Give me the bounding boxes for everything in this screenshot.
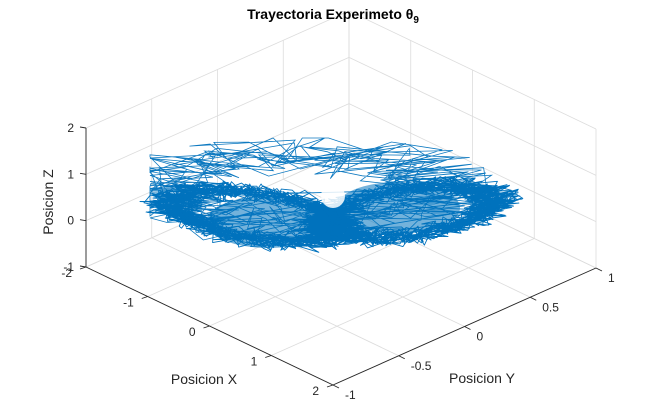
z-tick-label: 1 xyxy=(67,167,74,181)
y-tick-label: -1 xyxy=(345,388,356,402)
y-tick-label: 0.5 xyxy=(542,300,559,314)
chart-title-main: Trayectoria Experimeto θ xyxy=(247,6,413,22)
floor-grid-y xyxy=(151,237,399,357)
y-tick xyxy=(595,267,603,272)
chart-title: Trayectoria Experimeto θ9 xyxy=(247,6,419,26)
x-tick xyxy=(203,325,210,329)
x-tick xyxy=(326,384,334,388)
x-tick-label: -2 xyxy=(61,266,72,280)
z-tick-label: 0 xyxy=(67,214,74,228)
wall-grid-z2 xyxy=(348,56,597,176)
wall-grid-z xyxy=(85,10,350,129)
y-tick xyxy=(464,326,471,330)
x-tick-label: 2 xyxy=(312,384,319,398)
y-tick xyxy=(398,355,405,360)
tick-marks xyxy=(79,126,603,389)
x-tick-label: -1 xyxy=(123,296,134,310)
x-tick-label: 0 xyxy=(189,325,196,339)
z-tick xyxy=(79,219,87,222)
wall-grid-z2 xyxy=(348,10,597,130)
x-tick xyxy=(265,355,272,358)
x-tick-label: 1 xyxy=(251,355,258,369)
z-tick xyxy=(79,126,87,129)
x-tick xyxy=(141,296,148,299)
z-axis-label: Posicion Z xyxy=(40,169,56,235)
trajectory-hole xyxy=(321,184,345,208)
z-tick xyxy=(79,172,87,175)
trajectory-line xyxy=(139,175,524,253)
y-tick-label: -0.5 xyxy=(411,359,432,373)
chart-title-subscript: 9 xyxy=(413,15,419,26)
y-axis-label: Posicion Y xyxy=(449,370,516,386)
trajectory-series xyxy=(139,137,524,253)
wall-grid-z2 xyxy=(348,103,597,223)
z-tick-label: -1 xyxy=(63,260,74,274)
trajectory-core-right xyxy=(336,182,460,234)
y-tick xyxy=(332,384,340,389)
y-tick-label: 0 xyxy=(477,330,484,344)
trajectory-core-left xyxy=(206,196,330,248)
y-tick xyxy=(530,296,537,301)
z-tick xyxy=(79,265,87,268)
x-axis-label: Posicion X xyxy=(171,371,238,387)
x-tick xyxy=(79,266,87,270)
z-tick-label: 2 xyxy=(67,121,74,135)
y-tick-label: 1 xyxy=(608,271,615,285)
wall-grid-z xyxy=(85,56,350,175)
